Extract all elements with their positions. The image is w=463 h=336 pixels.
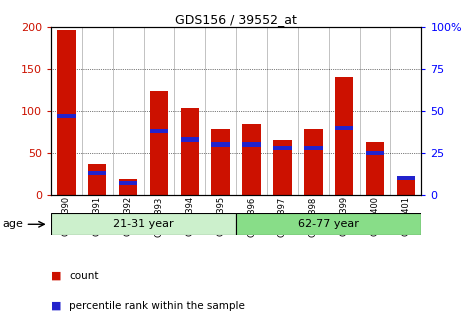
Bar (57, 30, 75, 195)
Bar (57, 114, 75, 118)
Bar (236, 213, 421, 235)
Bar (88, 164, 106, 195)
Bar (273, 140, 292, 195)
Bar (335, 126, 353, 130)
Bar (88, 171, 106, 175)
Bar (119, 179, 138, 195)
Text: ■: ■ (51, 270, 62, 281)
Text: 62-77 year: 62-77 year (298, 219, 359, 229)
Bar (150, 91, 168, 195)
Bar (51, 213, 236, 235)
Bar (181, 108, 199, 195)
Bar (212, 142, 230, 146)
Bar (242, 142, 261, 146)
Text: count: count (69, 270, 99, 281)
Bar (119, 181, 138, 185)
Text: age: age (2, 219, 23, 229)
Bar (273, 146, 292, 150)
Bar (366, 151, 384, 155)
Bar (242, 124, 261, 195)
Bar (181, 137, 199, 141)
Title: GDS156 / 39552_at: GDS156 / 39552_at (175, 13, 297, 26)
Text: percentile rank within the sample: percentile rank within the sample (69, 301, 245, 311)
Bar (150, 129, 168, 133)
Bar (366, 142, 384, 195)
Bar (212, 128, 230, 195)
Bar (304, 129, 323, 195)
Text: 21-31 year: 21-31 year (113, 219, 174, 229)
Bar (397, 178, 415, 195)
Bar (397, 176, 415, 180)
Text: ■: ■ (51, 301, 62, 311)
Bar (304, 146, 323, 150)
Bar (335, 77, 353, 195)
